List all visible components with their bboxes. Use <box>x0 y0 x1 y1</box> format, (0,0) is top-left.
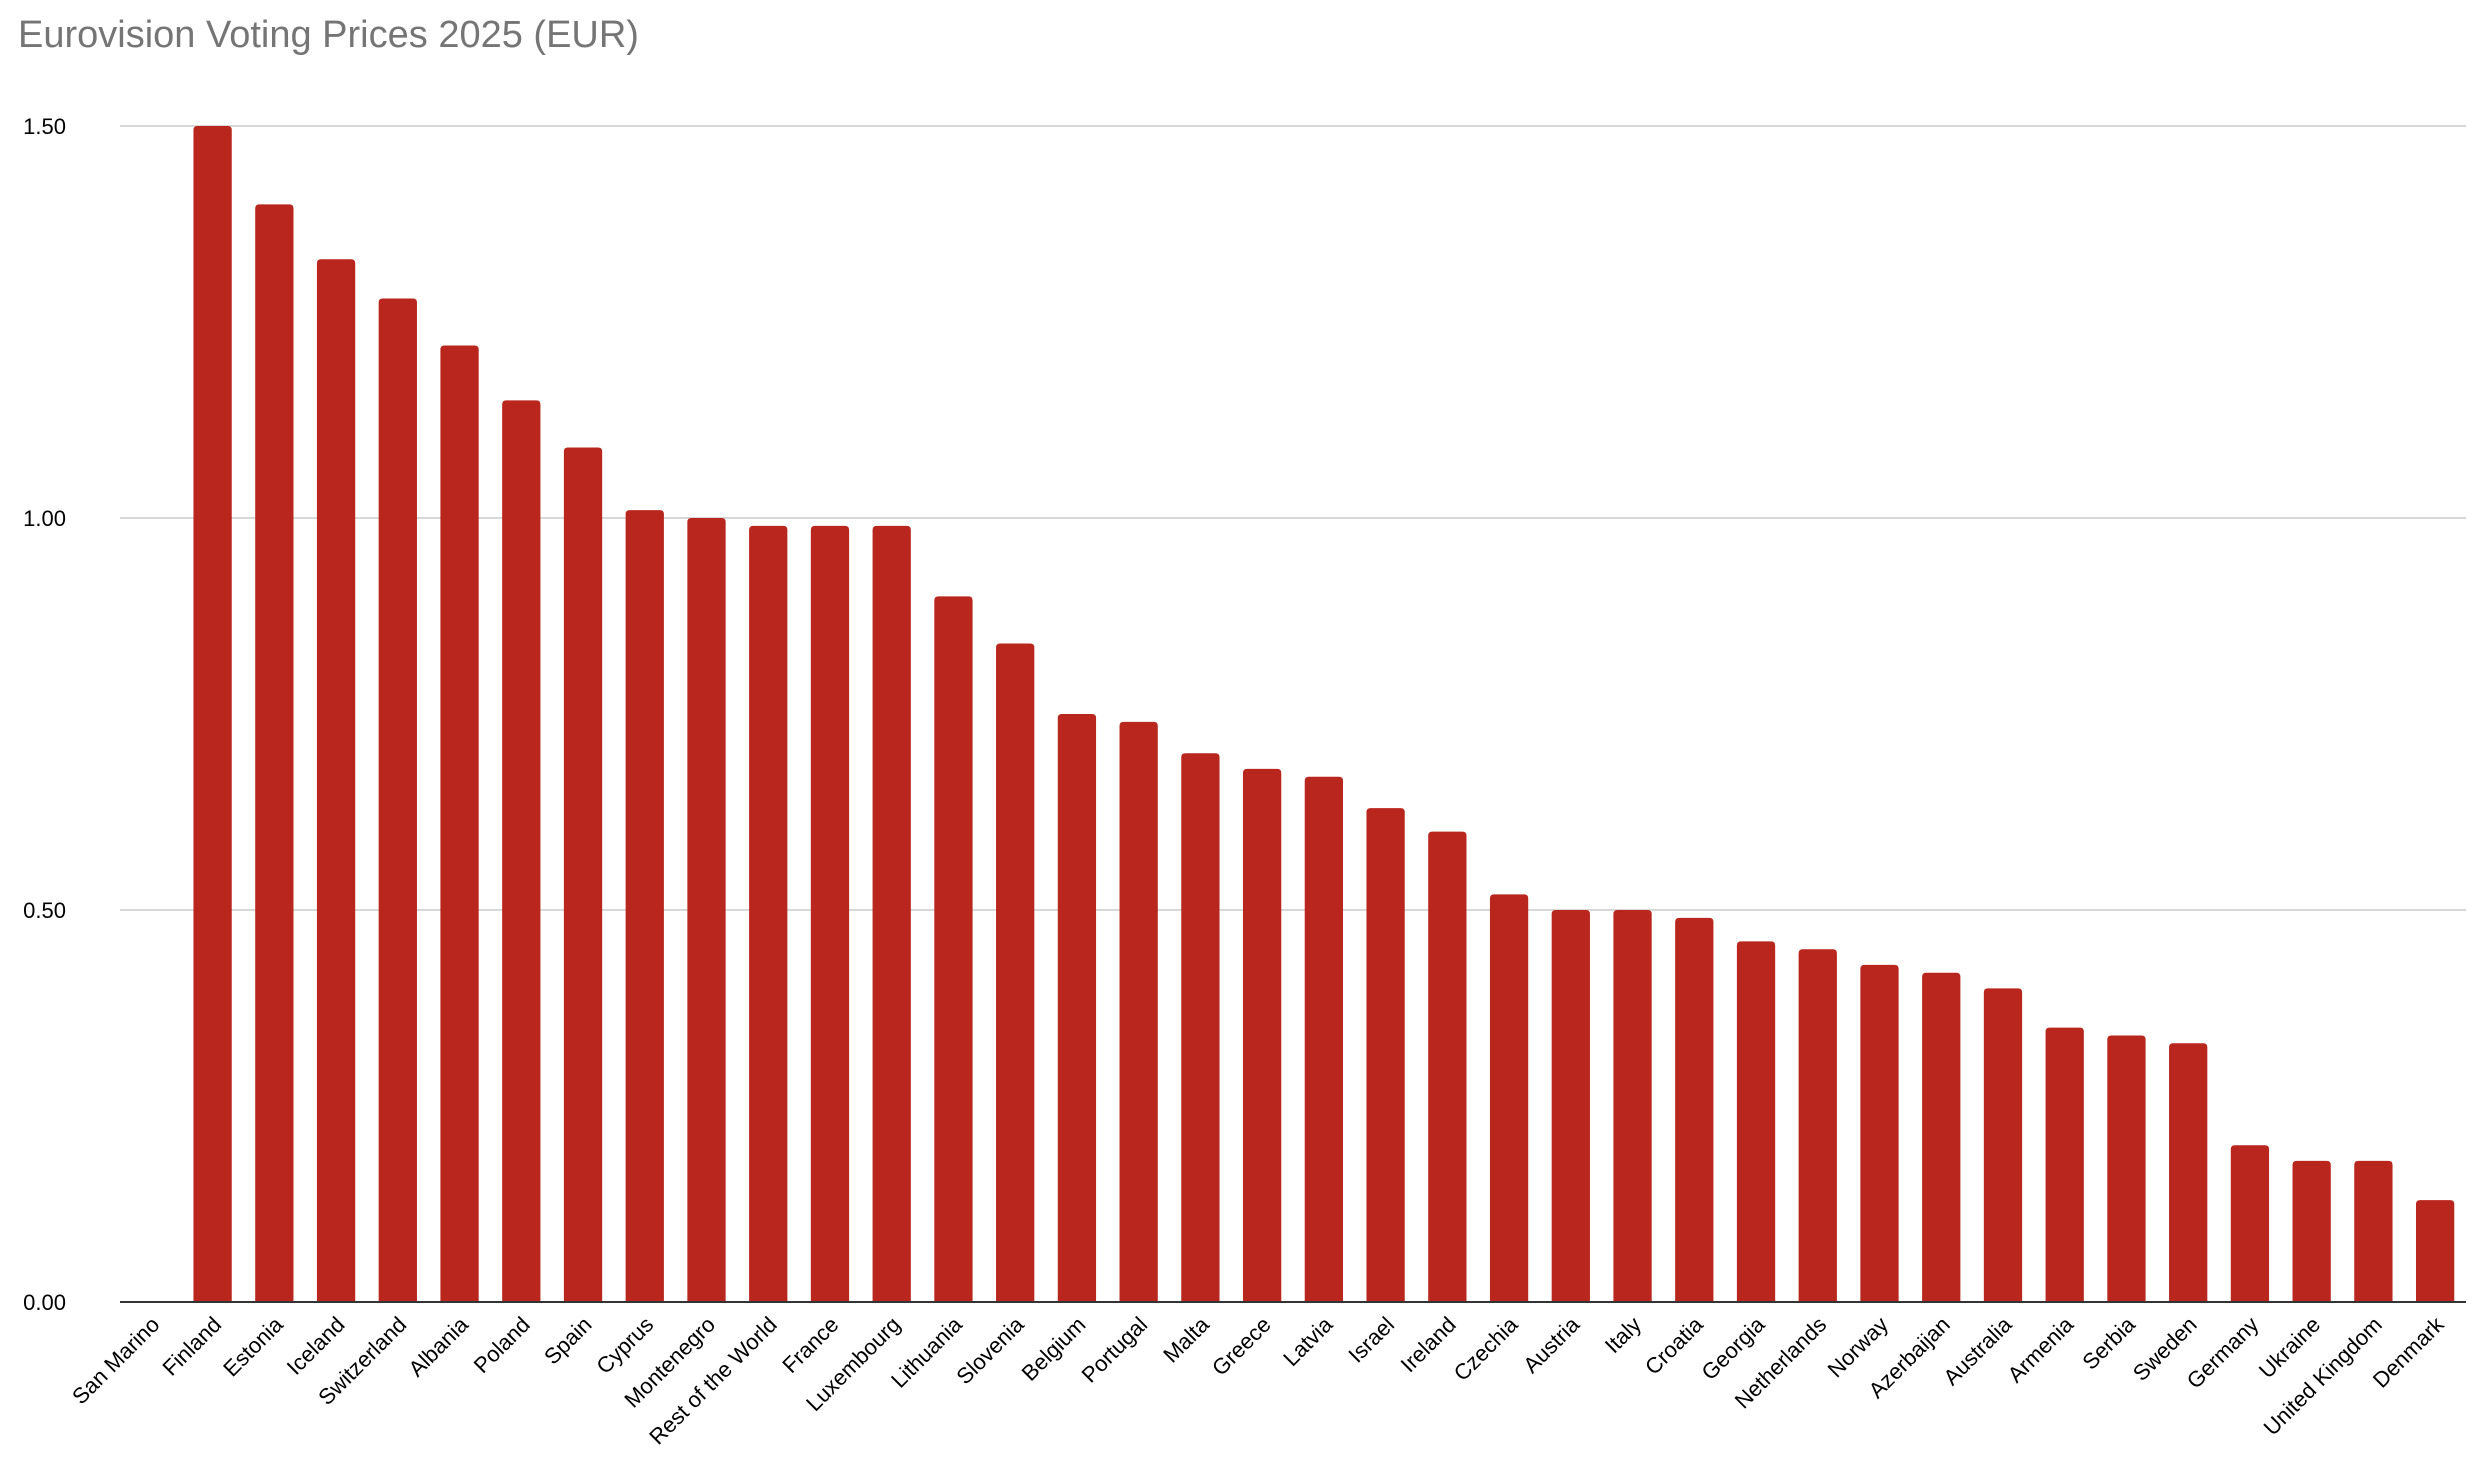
bar-rest-of-the-world <box>749 525 788 1302</box>
bar-ireland <box>1428 831 1467 1302</box>
x-tick-label-portugal: Portugal <box>1077 1312 1153 1388</box>
x-tick-label-albania: Albania <box>404 1311 474 1381</box>
bar-latvia <box>1304 776 1344 1302</box>
bar-poland <box>502 400 541 1302</box>
y-tick-label: 0.50 <box>23 898 66 923</box>
x-tick-label-finland: Finland <box>157 1312 226 1381</box>
bar-albania <box>440 345 479 1302</box>
x-tick-label-slovenia: Slovenia <box>951 1311 1029 1389</box>
x-tick-label-san-marino: San Marino <box>67 1312 164 1409</box>
x-tick-label-czechia: Czechia <box>1449 1311 1523 1385</box>
bar-serbia <box>2107 1035 2146 1302</box>
x-axis-labels: San MarinoFinlandEstoniaIcelandSwitzerla… <box>67 1311 2449 1449</box>
bar-australia <box>1983 988 2023 1302</box>
bars <box>193 126 2455 1303</box>
bar-azerbaijan <box>1922 972 1961 1302</box>
bar-estonia <box>255 204 294 1302</box>
bar-switzerland <box>378 298 417 1303</box>
bar-czechia <box>1489 894 1529 1302</box>
y-tick-label: 1.00 <box>23 506 66 531</box>
bar-malta <box>1181 753 1220 1302</box>
x-tick-label-belgium: Belgium <box>1017 1312 1091 1386</box>
bar-italy <box>1613 910 1652 1302</box>
bar-armenia <box>2045 1027 2084 1302</box>
bar-portugal <box>1119 721 1158 1302</box>
bar-sweden <box>2169 1043 2208 1302</box>
x-tick-label-estonia: Estonia <box>218 1311 288 1381</box>
bar-spain <box>563 447 603 1302</box>
bar-slovenia <box>996 643 1035 1302</box>
y-tick-label: 1.50 <box>23 114 66 139</box>
bar-united-kingdom <box>2354 1160 2393 1302</box>
bar-austria <box>1551 910 1590 1302</box>
chart-title: Eurovision Voting Prices 2025 (EUR) <box>18 14 639 56</box>
bar-lithuania <box>934 596 973 1302</box>
bar-croatia <box>1675 917 1714 1302</box>
x-tick-label-poland: Poland <box>469 1312 535 1378</box>
x-tick-label-malta: Malta <box>1158 1311 1214 1367</box>
bar-denmark <box>2415 1200 2455 1302</box>
bar-germany <box>2230 1145 2270 1302</box>
bar-netherlands <box>1798 949 1837 1302</box>
bar-luxembourg <box>872 525 911 1302</box>
bar-israel <box>1366 808 1405 1302</box>
y-tick-label: 0.00 <box>23 1290 66 1315</box>
x-tick-label-armenia: Armenia <box>2003 1311 2079 1387</box>
x-tick-label-italy: Italy <box>1600 1312 1646 1358</box>
bar-georgia <box>1736 941 1776 1302</box>
x-tick-label-latvia: Latvia <box>1278 1311 1338 1371</box>
x-tick-label-austria: Austria <box>1518 1311 1585 1378</box>
bar-cyprus <box>625 510 664 1302</box>
bar-greece <box>1242 768 1282 1302</box>
bar-montenegro <box>687 518 726 1302</box>
bar-iceland <box>316 259 356 1302</box>
x-tick-label-australia: Australia <box>1938 1311 2017 1390</box>
bar-norway <box>1860 964 1899 1302</box>
x-tick-label-spain: Spain <box>539 1312 596 1369</box>
bar-france <box>810 525 850 1302</box>
bar-ukraine <box>2292 1160 2331 1302</box>
x-tick-label-israel: Israel <box>1343 1312 1399 1368</box>
bar-belgium <box>1057 714 1097 1302</box>
y-axis-ticks: 0.00 0.50 1.00 1.50 <box>23 114 66 1315</box>
bar-finland <box>193 126 232 1302</box>
x-tick-label-greece: Greece <box>1207 1312 1276 1381</box>
